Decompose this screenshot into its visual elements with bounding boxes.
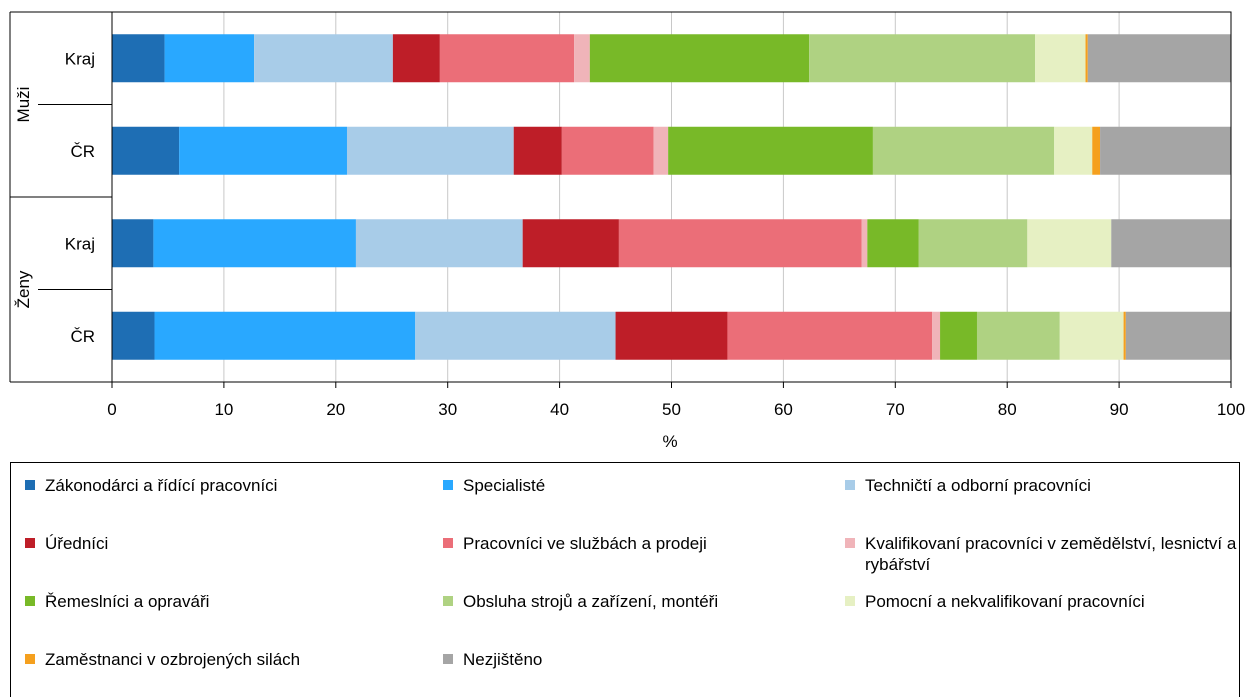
x-tick-label: 50 [662, 400, 681, 419]
group-label: Ženy [14, 270, 33, 308]
bar-segment [1100, 126, 1231, 175]
bar-segment [112, 311, 155, 360]
legend-label: Nezjištěno [463, 650, 543, 669]
x-tick-label: 80 [998, 400, 1017, 419]
category-label: Kraj [65, 234, 95, 253]
x-tick-label: 0 [107, 400, 116, 419]
bar-segment [355, 219, 523, 268]
bar-segment [932, 311, 941, 360]
group-label: Muži [14, 87, 33, 123]
bar-segment [668, 126, 873, 175]
bar-segment [574, 34, 590, 83]
legend-label: Úředníci [45, 534, 109, 553]
bar-segment [254, 34, 393, 83]
axes [9, 11, 1232, 388]
x-tick-label: 100 [1217, 400, 1245, 419]
legend-label: Pracovníci ve službách a prodeji [463, 534, 707, 553]
x-tick-label: 20 [326, 400, 345, 419]
bar-segment [1111, 219, 1231, 268]
bar-segment [415, 311, 616, 360]
bar-segment [940, 311, 977, 360]
bar-segment [615, 311, 728, 360]
bar-segment [618, 219, 862, 268]
bar-segment [1059, 311, 1124, 360]
bar-segment [976, 311, 1060, 360]
bar-segment [589, 34, 810, 83]
x-axis-label: % [662, 432, 677, 451]
category-label: ČR [70, 327, 95, 346]
bar-segment [918, 219, 1028, 268]
legend-swatch [25, 596, 35, 606]
category-labels: Kraj ČR Kraj ČR [65, 49, 95, 346]
bar-segment [522, 219, 619, 268]
x-tick-label: 30 [438, 400, 457, 419]
legend-swatch [845, 480, 855, 490]
bar-segment [561, 126, 654, 175]
x-tick-labels: 0 10 20 30 40 50 60 70 80 90 100 [107, 400, 1245, 419]
x-tick-label: 70 [886, 400, 905, 419]
legend-label: Specialisté [463, 476, 546, 495]
legend-label: Řemeslníci a opraváři [45, 592, 210, 611]
x-tick-label: 10 [214, 400, 233, 419]
category-label: Kraj [65, 49, 95, 68]
bar-segment [179, 126, 347, 175]
x-tick-label: 40 [550, 400, 569, 419]
bar-segment [1125, 311, 1231, 360]
legend-swatch [25, 654, 35, 664]
legend-label: Obsluha strojů a zařízení, montéři [463, 592, 719, 611]
group-labels: Muži Ženy [14, 87, 33, 309]
bar-segment [346, 126, 514, 175]
legend-swatch [845, 538, 855, 548]
legend-label: Pomocní a nekvalifikovaní pracovníci [865, 592, 1145, 611]
bar-segment [1087, 34, 1231, 83]
legend-label: Techničtí a odborní pracovníci [865, 476, 1091, 495]
bar-segment [872, 126, 1055, 175]
legend-label: Kvalifikovaní pracovníci v zemědělství, … [865, 534, 1237, 574]
legend-label: Zaměstnanci v ozbrojených silách [45, 650, 301, 669]
bar-segments [112, 34, 1231, 360]
bar-segment [164, 34, 255, 83]
bar-segment [112, 219, 154, 268]
chart-area: 0 10 20 30 40 50 60 70 80 90 100 Kraj ČR Kraj ČR Muži… [9, 11, 1245, 451]
category-label: ČR [70, 142, 95, 161]
bar-segment [1123, 311, 1126, 360]
bar-segment [809, 34, 1036, 83]
x-tick-label: 60 [774, 400, 793, 419]
bar-segment [112, 34, 165, 83]
bar-segment [1035, 34, 1086, 83]
legend-swatch [443, 538, 453, 548]
bar-segment [1027, 219, 1112, 268]
legend-label: Zákonodárci a řídící pracovníci [45, 476, 278, 495]
bar-segment [439, 34, 575, 83]
bar-segment [154, 311, 416, 360]
bar-segment [513, 126, 562, 175]
legend-swatch [25, 538, 35, 548]
legend-swatch [25, 480, 35, 490]
bar-segment [1054, 126, 1093, 175]
bar-segment [867, 219, 919, 268]
bar-segment [727, 311, 933, 360]
legend-swatch [443, 480, 453, 490]
bar-segment [1085, 34, 1088, 83]
legend-swatch [443, 596, 453, 606]
bar-segment [392, 34, 440, 83]
bar-segment [153, 219, 356, 268]
bar-segment [861, 219, 868, 268]
legend: Zákonodárci a řídící pracovníci Specialis… [10, 462, 1240, 697]
x-tick-label: 90 [1110, 400, 1129, 419]
legend-swatch [443, 654, 453, 664]
bar-segment [653, 126, 669, 175]
bar-segment [112, 126, 180, 175]
legend-swatch [845, 596, 855, 606]
bar-segment [1092, 126, 1101, 175]
